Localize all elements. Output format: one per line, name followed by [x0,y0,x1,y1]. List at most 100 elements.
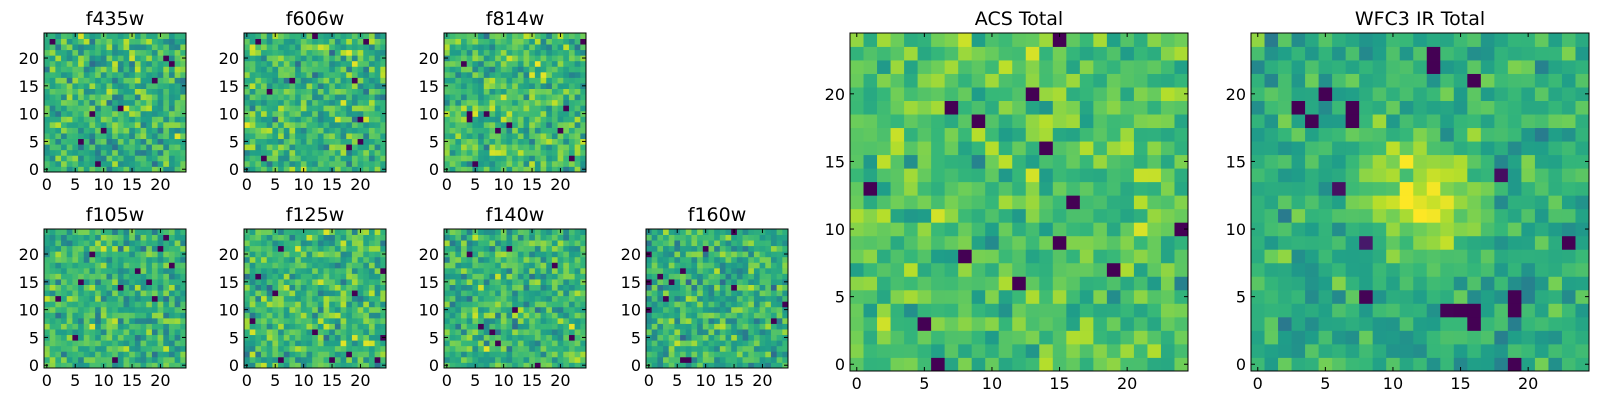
heatmap-cell [283,33,290,39]
heatmap-cell [1079,303,1094,318]
heatmap-cell [374,284,381,291]
heatmap-cell [255,71,262,78]
heatmap-cell [540,71,547,78]
heatmap-cell [904,249,918,264]
heatmap-cell [300,83,307,89]
heatmap-cell [546,295,553,302]
heatmap-cell [72,60,79,67]
heatmap-cell [255,229,262,235]
x-tick-label: 15 [322,371,342,390]
heatmap-cell [850,249,864,264]
heatmap-cell [329,273,336,280]
heatmap-cell [506,312,513,319]
heatmap-cell [540,144,547,151]
heatmap-cell [890,235,905,250]
heatmap-cell [931,357,946,372]
heatmap-cell [340,121,347,128]
axes-frame [43,228,187,369]
heatmap-cell [1039,289,1054,304]
heatmap-cell [334,121,341,128]
heatmap-cell [770,329,778,336]
heatmap-cell [685,273,692,280]
heatmap-cell [374,44,381,51]
heatmap-cell [134,49,141,56]
heatmap-cell [283,149,290,156]
heatmap-cell [1160,343,1175,358]
heatmap-cell [83,323,90,330]
heatmap-cell [100,144,107,151]
heatmap-cell [66,60,73,67]
heatmap-cell [306,94,313,101]
heatmap-cell [140,55,147,62]
heatmap-cell [759,267,766,274]
heatmap-cell [61,66,68,73]
heatmap-cell [317,256,324,263]
heatmap-cell [478,340,485,347]
heatmap-cell [563,83,570,89]
heatmap-cell [500,306,507,313]
heatmap-cell [1052,262,1067,277]
heatmap-cell [89,38,96,45]
heatmap-cell [66,301,73,308]
heatmap-cell [346,256,353,263]
heatmap-cell [500,340,507,347]
heatmap-cell [66,323,73,330]
heatmap-cell [904,289,918,304]
heatmap-cell [551,55,558,62]
heatmap-cell [100,245,107,252]
heatmap-cell [146,160,153,167]
heatmap-cell [1106,235,1121,250]
heatmap-cell [134,160,141,167]
heatmap-cell [346,323,353,330]
heatmap-cell [61,49,68,56]
heatmap-cell [312,133,319,140]
heatmap-cell [580,329,587,336]
heatmap-cell [317,229,324,235]
heatmap-cell [563,329,570,336]
heatmap-cell [651,362,658,369]
heatmap-cell [295,323,302,330]
heatmap-cell [306,60,313,67]
x-tick-label: 5 [270,371,280,390]
heatmap-cell [329,77,336,84]
heatmap-cell [697,251,704,258]
heatmap-cell [283,60,290,67]
heatmap-cell [266,55,273,62]
heatmap-cell [563,312,570,319]
heatmap-cell [380,44,387,51]
heatmap-cell [517,99,524,106]
heatmap-cell [340,256,347,263]
heatmap-cell [168,279,176,285]
heatmap-cell [495,133,502,140]
heatmap-cell [668,256,675,263]
heatmap-cell [180,105,187,112]
heatmap-cell [346,334,353,341]
heatmap-cell [117,267,124,274]
heatmap-cell [651,251,658,258]
heatmap-cell [512,138,519,145]
heatmap-cell [444,234,451,241]
heatmap-cell [266,149,273,156]
heatmap-cell [568,351,576,358]
heatmap-cell [266,133,273,140]
x-tick-label: 5 [672,371,682,390]
heatmap-cell [668,362,675,369]
heatmap-cell [129,88,136,95]
heatmap-cell [134,356,141,363]
heatmap-cell [646,284,653,291]
heatmap-cell [489,229,496,235]
heatmap-cell [500,295,507,302]
heatmap-cell [329,323,336,330]
heatmap-cell [244,133,251,140]
heatmap-cell [61,144,68,151]
heatmap-cell [180,121,187,128]
heatmap-cell [557,71,564,78]
heatmap-cell [512,71,519,78]
heatmap-cell [61,245,68,252]
heatmap-cell [95,33,102,39]
heatmap-cell [500,105,507,112]
heatmap-cell [44,340,51,347]
heatmap-cell [306,144,313,151]
heatmap-cell [500,356,507,363]
heatmap-cell [546,127,553,134]
